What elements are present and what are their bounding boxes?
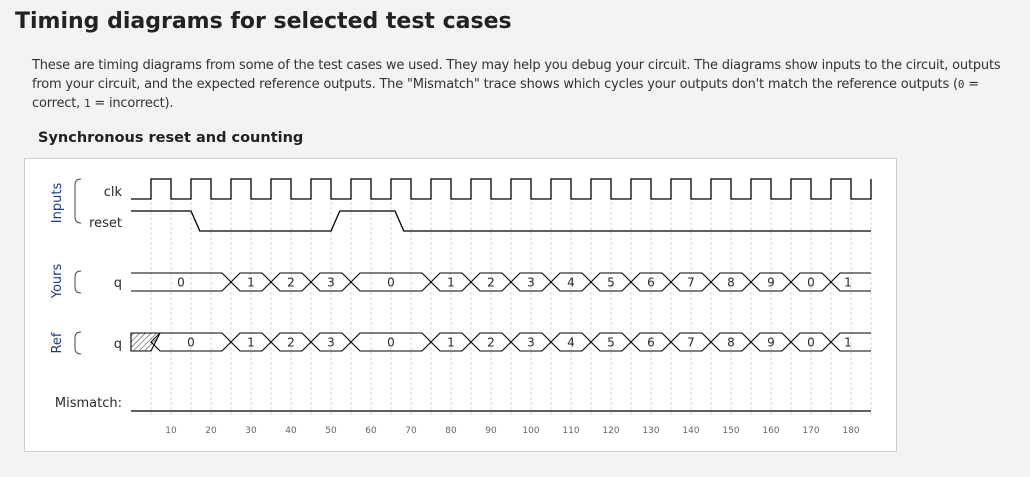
ref-q-value: 8 (727, 336, 735, 350)
clk-waveform (131, 178, 872, 200)
yours-q-value: 3 (527, 276, 535, 290)
ref-q-value: 7 (687, 336, 695, 350)
reset-label: reset (89, 216, 122, 231)
yours-q-value: 8 (727, 276, 735, 290)
ref-q-value: 1 (844, 336, 852, 350)
ref-q-unknown (130, 332, 161, 352)
code-incorrect: 1 (83, 97, 91, 110)
yours-q-value: 5 (607, 276, 615, 290)
description-text-end: = incorrect). (90, 96, 174, 111)
time-tick-label: 100 (522, 426, 539, 436)
time-tick-label: 90 (485, 426, 497, 436)
yours-q-segment (830, 272, 871, 292)
description-text-start: These are timing diagrams from some of t… (32, 58, 1001, 92)
yours-q-value: 0 (177, 276, 185, 290)
ref-q-value: 1 (447, 336, 455, 350)
time-tick-label: 10 (165, 426, 177, 436)
time-tick-label: 50 (325, 426, 337, 436)
time-tick-label: 30 (245, 426, 257, 436)
yours-q-value: 9 (767, 276, 775, 290)
ref-q-label: q (114, 337, 122, 352)
yours-q-value: 7 (687, 276, 695, 290)
yours-q-value: 2 (487, 276, 495, 290)
group-label-ref: Ref (50, 332, 65, 353)
ref-q-value: 0 (387, 336, 395, 350)
ref-q-segment (830, 332, 871, 352)
yours-q-value: 6 (647, 276, 655, 290)
group-bracket-yours (74, 270, 82, 294)
time-tick-label: 120 (602, 426, 619, 436)
page-description: These are timing diagrams from some of t… (32, 56, 1022, 113)
time-tick-label: 20 (205, 426, 217, 436)
timing-diagram-panel: Inputs Yours Ref clk reset q q Mismatch:… (24, 158, 897, 452)
yours-q-value: 1 (844, 276, 852, 290)
signal-labels: Inputs Yours Ref clk reset q q Mismatch: (50, 178, 123, 411)
time-axis: 10 20 30 40 50 60 70 80 90 100 110 120 130 140 150 160 1… (165, 426, 860, 436)
yours-q-value: 4 (567, 276, 575, 290)
ref-q-value: 9 (767, 336, 775, 350)
yours-q-value: 2 (287, 276, 295, 290)
yours-q-value: 1 (247, 276, 255, 290)
group-bracket-ref (74, 331, 82, 355)
timing-diagram: Inputs Yours Ref clk reset q q Mismatch:… (50, 177, 872, 436)
time-tick-label: 60 (365, 426, 377, 436)
time-tick-label: 130 (642, 426, 659, 436)
yours-q-value: 0 (387, 276, 395, 290)
group-label-yours: Yours (50, 264, 65, 300)
mismatch-label: Mismatch: (55, 396, 122, 411)
code-correct: 0 (957, 78, 965, 91)
group-label-inputs: Inputs (50, 183, 65, 224)
time-tick-label: 170 (802, 426, 819, 436)
time-grid (150, 177, 872, 417)
yours-q-value: 3 (327, 276, 335, 290)
ref-q-value: 4 (567, 336, 575, 350)
ref-q-value: 1 (247, 336, 255, 350)
group-bracket-inputs (74, 178, 82, 224)
time-tick-label: 150 (722, 426, 739, 436)
time-tick-label: 160 (762, 426, 779, 436)
ref-q-value: 3 (327, 336, 335, 350)
time-tick-label: 110 (562, 426, 579, 436)
page-title: Timing diagrams for selected test cases (15, 9, 512, 34)
ref-q-value: 0 (187, 336, 195, 350)
waveforms: 0 1 2 3 0 1 2 3 4 5 6 7 8 9 0 1 0 1 2 3 0 1 2 3 4 5 6 7 8 9 0 1 (130, 178, 872, 412)
ref-q-value: 2 (287, 336, 295, 350)
yours-q-value: 0 (807, 276, 815, 290)
reset-waveform (131, 210, 871, 232)
description-text-mid: = correct, (32, 77, 979, 111)
clk-label: clk (104, 185, 123, 200)
yours-q-label: q (114, 276, 122, 291)
test-case-title: Synchronous reset and counting (38, 130, 304, 146)
ref-q-value: 5 (607, 336, 615, 350)
time-tick-label: 140 (682, 426, 699, 436)
ref-q-value: 2 (487, 336, 495, 350)
time-tick-label: 80 (445, 426, 457, 436)
ref-q-value: 3 (527, 336, 535, 350)
ref-q-value: 6 (647, 336, 655, 350)
time-tick-label: 70 (405, 426, 417, 436)
ref-q-value: 0 (807, 336, 815, 350)
time-tick-label: 40 (285, 426, 297, 436)
yours-q-value: 1 (447, 276, 455, 290)
time-tick-label: 180 (842, 426, 859, 436)
